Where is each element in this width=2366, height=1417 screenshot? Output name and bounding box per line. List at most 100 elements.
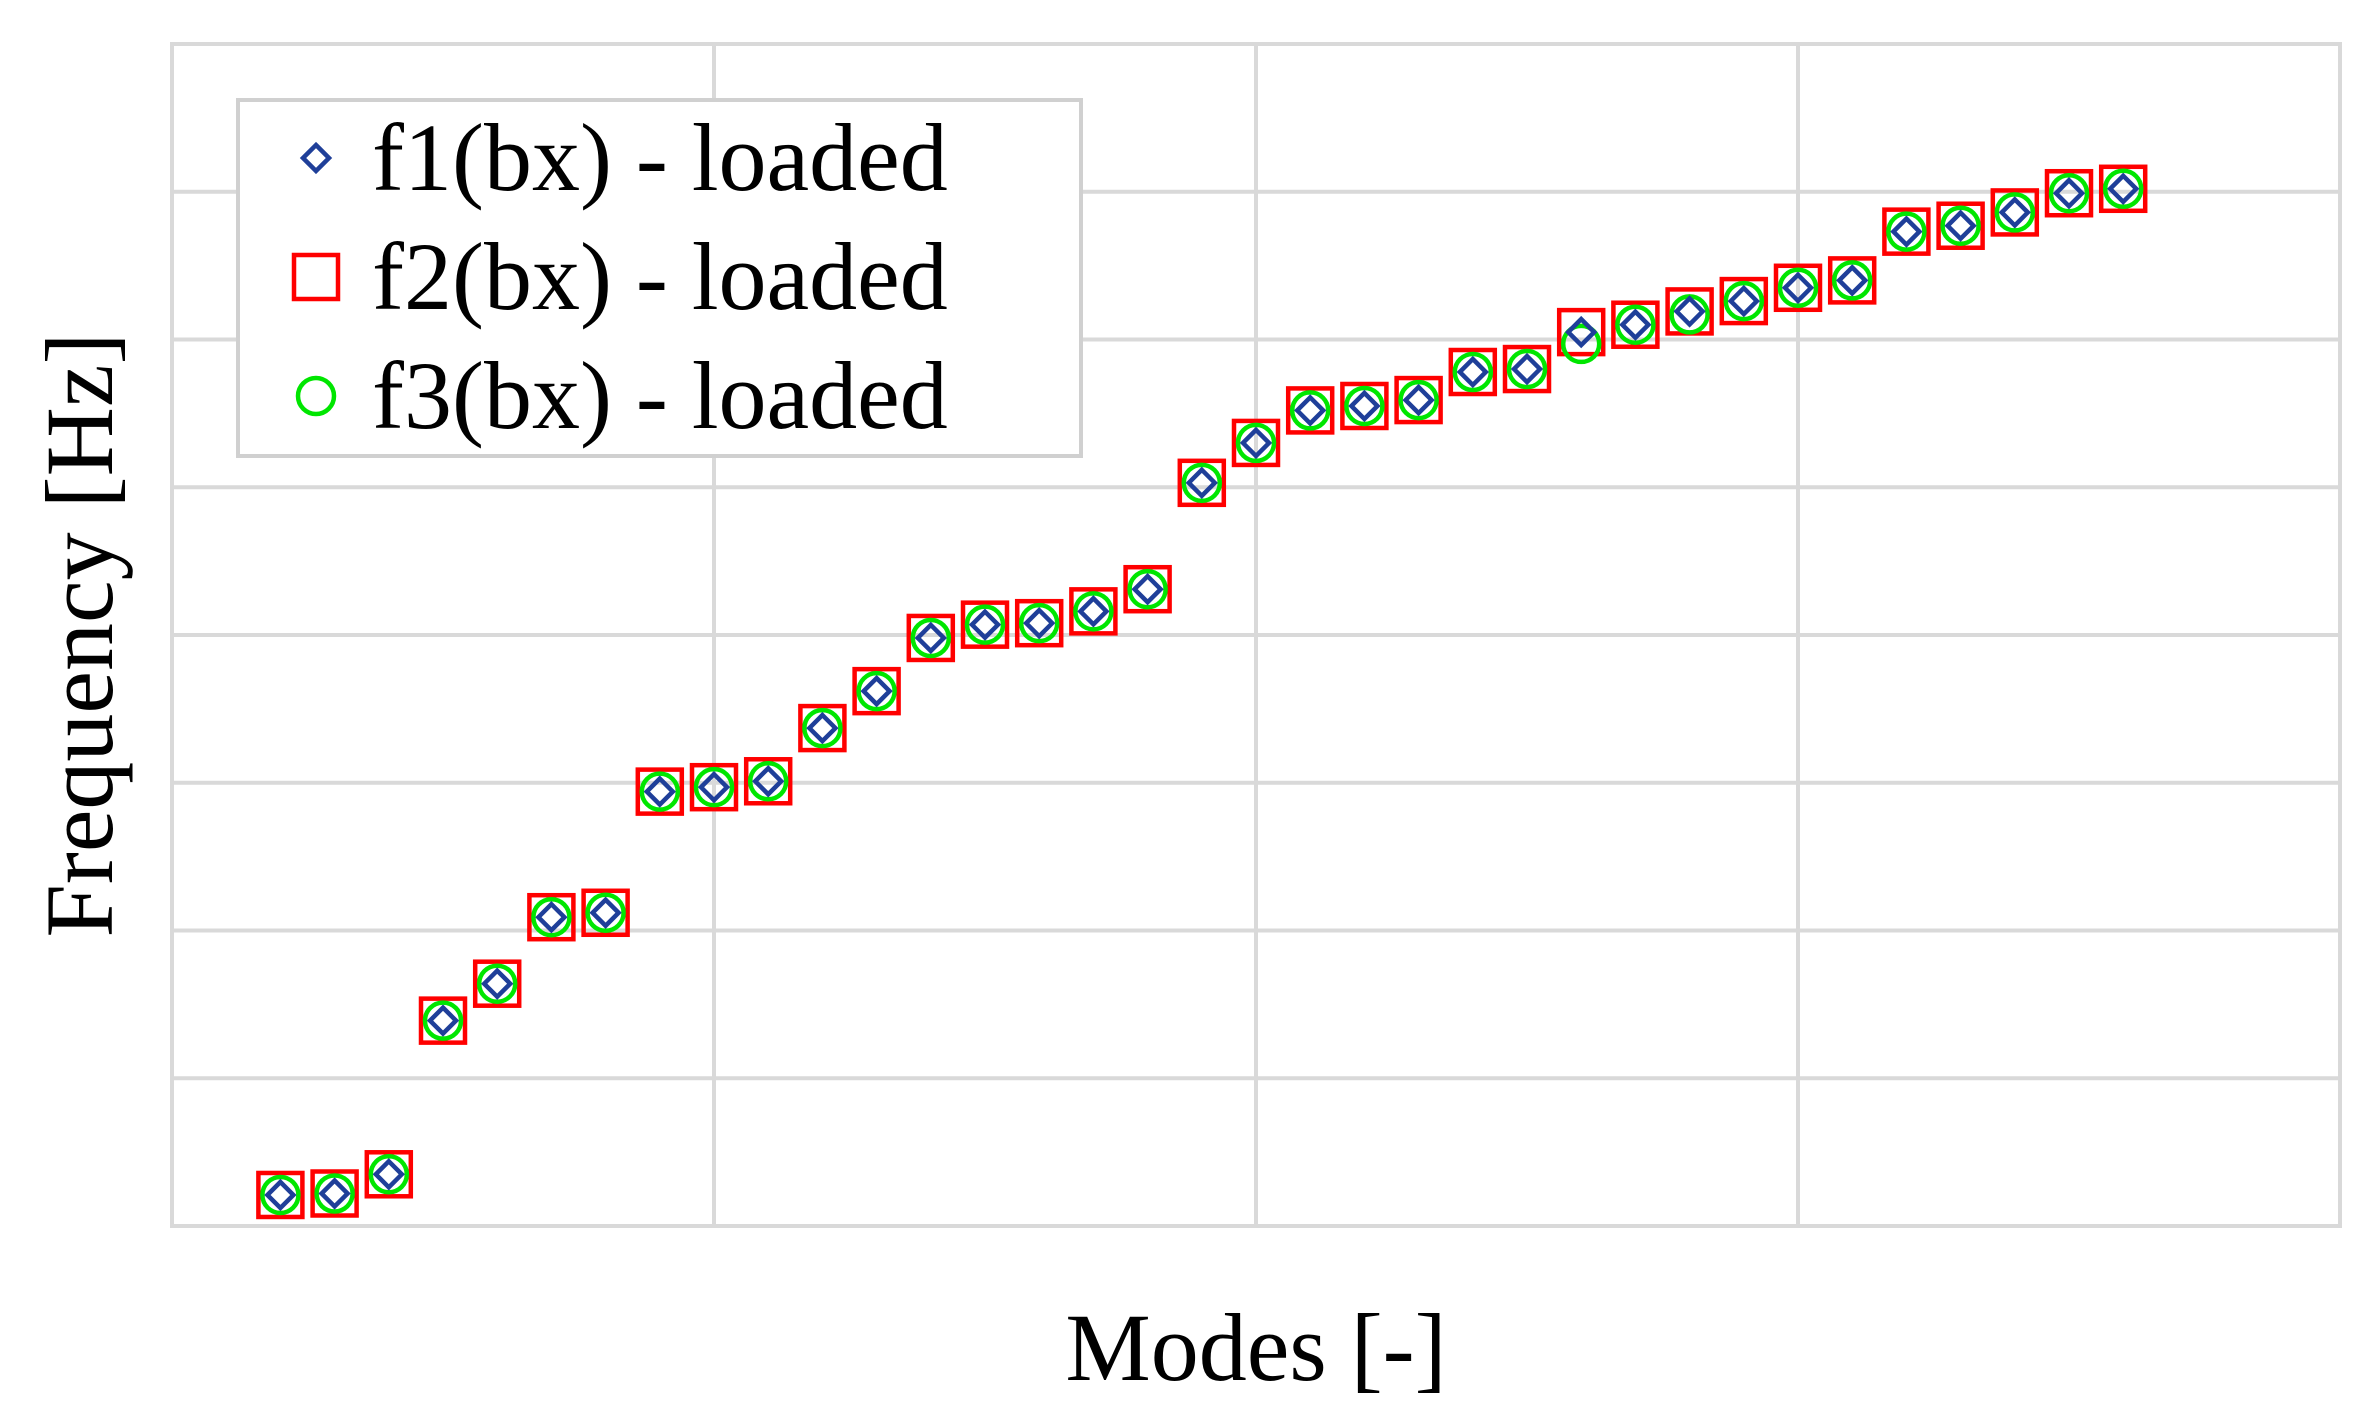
f2-point-5 [472,959,522,1008]
f1-point-19 [1239,426,1273,460]
f3-point-15 [1018,602,1060,644]
plot-area-frame [170,42,2342,1228]
f2-point-35 [2098,164,2148,214]
f3-point-32 [1940,205,1981,246]
f1-point-2 [318,1177,351,1210]
f3-point-33 [1994,192,2036,233]
f3-point-20 [1289,390,1331,431]
f2-point-24 [1502,344,1552,394]
f3-point-16 [1073,591,1114,632]
legend-label-f2: f2(bx) - loaded [372,223,948,330]
legend-item-f3: f3(bx) - loaded [295,342,948,449]
f2-point-32 [1936,201,1985,250]
f1-point-30 [1836,264,1869,297]
legend-frame [236,98,1083,458]
legend-item-f2: f2(bx) - loaded [291,223,948,330]
f2-point-2 [310,1169,359,1218]
f1-point-11 [806,711,839,745]
f3-point-22 [1398,379,1439,421]
series-f3 [260,168,2144,1216]
grid-lines [172,44,2340,1226]
f2-point-17 [1123,564,1172,614]
f3-point-1 [260,1174,301,1216]
f1-point-1 [264,1178,297,1212]
x-axis-label: Modes [-] [1065,1294,1446,1401]
legend-item-f1: f1(bx) - loaded [299,104,948,211]
f2-point-29 [1773,263,1823,313]
f2-point-12 [852,666,901,716]
f3-point-5 [476,963,518,1004]
f2-point-10 [743,757,793,806]
f3-point-29 [1777,267,1819,309]
f2-point-25 [1556,307,1606,357]
f3-point-6 [531,896,572,938]
f2-point-3 [364,1150,414,1199]
f2-point-18 [1177,458,1227,508]
f3-point-30 [1831,260,1873,301]
f1-point-17 [1131,573,1164,606]
f1-point-22 [1402,383,1435,417]
f1-point-7 [589,896,622,929]
f1-point-4 [426,1004,460,1037]
f2-point-21 [1340,381,1389,431]
f2-point-16 [1069,587,1118,636]
legend-label-f1: f1(bx) - loaded [372,104,948,211]
f1-point-24 [1510,352,1544,386]
f3-point-2 [314,1173,355,1214]
f3-point-4 [422,1000,464,1041]
f1-point-15 [1023,606,1056,640]
f3-point-12 [856,670,897,712]
f2-point-28 [1719,276,1769,326]
f1-point-35 [2107,172,2140,205]
f3-point-34 [2048,172,2090,214]
f1-point-21 [1348,389,1381,423]
legend: f1(bx) - loaded f2(bx) - loaded f3(bx) - l… [236,98,1083,458]
f2-point-31 [1882,207,1931,256]
f2-point-13 [906,613,956,663]
f3-point-17 [1127,568,1168,610]
legend-label-f3: f3(bx) - loaded [372,342,948,449]
f1-point-26 [1619,308,1652,341]
f3-point-9 [693,766,735,808]
f2-point-9 [689,762,739,812]
f3-point-3 [368,1154,410,1195]
f2-point-33 [1990,188,2040,237]
f2-point-14 [960,600,1010,649]
f1-point-32 [1944,209,1977,242]
f3-point-31 [1886,211,1927,252]
f3-point-25 [1560,323,1602,365]
f1-point-28 [1727,284,1760,318]
f2-point-15 [1014,598,1064,648]
f2-point-23 [1448,347,1498,397]
f3-point-26 [1615,304,1656,345]
legend-marker-f3 [295,375,337,417]
f1-point-16 [1077,595,1110,628]
f2-point-22 [1394,375,1443,425]
f3-point-18 [1181,462,1223,504]
f1-point-9 [697,771,731,804]
f1-point-34 [2052,177,2086,210]
f1-point-8 [643,775,676,808]
f3-point-11 [802,707,843,749]
f1-point-12 [860,674,893,708]
f2-point-8 [635,767,685,816]
f3-point-14 [964,604,1006,645]
f2-point-20 [1285,386,1335,435]
f3-point-19 [1235,422,1277,464]
f3-point-8 [639,771,681,812]
f1-point-3 [372,1158,405,1191]
f3-point-10 [747,761,789,802]
f2-point-19 [1231,418,1281,468]
f2-point-6 [527,892,576,942]
legend-marker-f2 [291,252,341,302]
f1-point-25 [1565,315,1598,349]
f1-point-20 [1294,394,1327,427]
f3-point-28 [1723,280,1765,322]
series-f1 [264,172,2140,1212]
f2-point-11 [798,703,847,753]
data-points [256,164,2148,1220]
f3-point-7 [585,892,626,934]
f3-point-23 [1452,351,1494,393]
f2-point-4 [418,996,468,1045]
